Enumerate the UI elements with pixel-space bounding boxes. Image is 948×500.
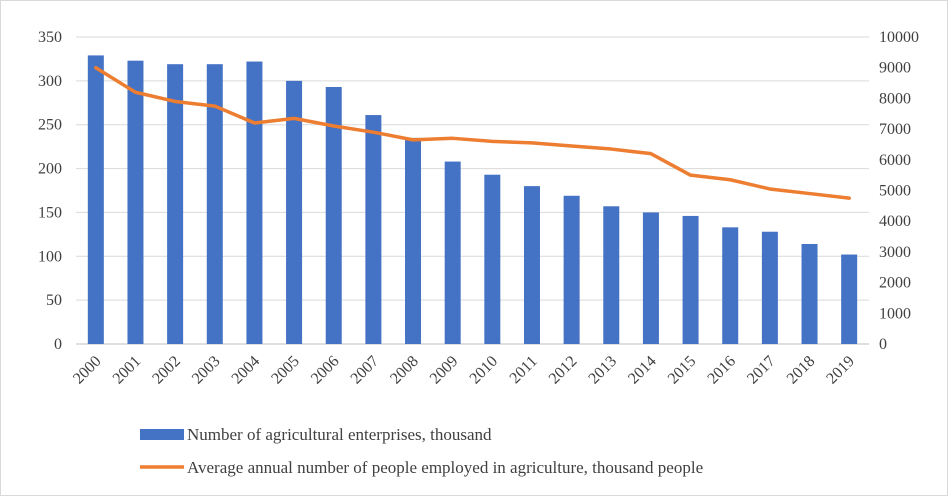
bar-series — [87, 55, 858, 345]
category-tick-label: 2010 — [467, 353, 502, 388]
bar — [246, 61, 263, 345]
line-series — [94, 65, 851, 200]
left-tick-label: 150 — [38, 204, 62, 221]
left-tick-label: 350 — [38, 29, 62, 46]
bar — [642, 212, 659, 344]
left-tick-label: 100 — [38, 248, 62, 265]
bar — [405, 137, 422, 344]
right-tick-label: 10000 — [879, 29, 919, 46]
bar — [761, 231, 778, 344]
bar — [87, 55, 104, 345]
legend-bar-swatch — [140, 429, 184, 440]
bar — [167, 64, 184, 344]
category-tick-label: 2002 — [149, 353, 184, 388]
legend-bar-label: Number of agricultural enterprises, thou… — [187, 425, 492, 444]
bar — [682, 215, 699, 344]
category-tick-label: 2011 — [507, 353, 541, 387]
right-tick-label: 4000 — [879, 213, 911, 230]
bar — [365, 115, 382, 345]
category-tick-label: 2019 — [823, 353, 858, 388]
right-tick-label: 2000 — [879, 275, 911, 292]
category-tick-label: 2016 — [704, 353, 739, 388]
category-tick-label: 2006 — [308, 353, 343, 388]
right-tick-label: 1000 — [879, 305, 911, 322]
right-tick-label: 0 — [879, 336, 887, 353]
category-tick-label: 2007 — [348, 353, 383, 388]
category-tick-label: 2013 — [585, 353, 620, 388]
category-tick-label: 2005 — [268, 353, 303, 388]
bar — [325, 86, 342, 345]
bar — [206, 64, 223, 344]
bar — [841, 254, 858, 344]
legend: Number of agricultural enterprises, thou… — [140, 425, 703, 477]
left-tick-label: 0 — [54, 336, 62, 353]
category-tick-label: 2000 — [70, 353, 105, 388]
right-tick-label: 3000 — [879, 244, 911, 261]
category-tick-label: 2001 — [110, 353, 145, 388]
category-tick-label: 2014 — [625, 353, 660, 388]
right-tick-label: 7000 — [879, 121, 911, 138]
category-tick-label: 2004 — [229, 353, 264, 388]
category-tick-label: 2018 — [784, 353, 819, 388]
series-line — [94, 65, 851, 200]
left-tick-label: 50 — [46, 292, 62, 309]
bar — [801, 244, 818, 344]
left-axis-ticks: 0 50 100 150 200 250 300 350 — [38, 29, 62, 353]
category-tick-label: 2015 — [665, 353, 700, 388]
category-tick-label: 2003 — [189, 353, 224, 388]
bar — [484, 174, 501, 344]
category-tick-label: 2012 — [546, 353, 581, 388]
right-axis-ticks: 0 1000 2000 3000 4000 5000 6000 7000 8000 9000 100… — [879, 29, 919, 353]
right-tick-label: 9000 — [879, 60, 911, 77]
legend-line-label: Average annual number of people employed… — [187, 458, 703, 477]
bar — [563, 195, 580, 344]
category-axis-ticks: 2000 2001 2002 2003 2004 2005 2006 2007 2008 2009… — [70, 353, 858, 388]
gridlines — [76, 36, 869, 345]
left-tick-label: 250 — [38, 117, 62, 134]
category-tick-label: 2008 — [387, 353, 422, 388]
bar — [523, 186, 540, 344]
bar — [444, 161, 461, 344]
category-tick-label: 2009 — [427, 353, 462, 388]
right-tick-label: 5000 — [879, 183, 911, 200]
category-tick-label: 2017 — [744, 353, 779, 388]
bar — [286, 80, 303, 344]
left-tick-label: 300 — [38, 73, 62, 90]
right-tick-label: 8000 — [879, 90, 911, 107]
bar — [127, 60, 144, 344]
bar — [722, 227, 739, 344]
right-tick-label: 6000 — [879, 152, 911, 169]
left-tick-label: 200 — [38, 161, 62, 178]
bar — [603, 206, 620, 344]
